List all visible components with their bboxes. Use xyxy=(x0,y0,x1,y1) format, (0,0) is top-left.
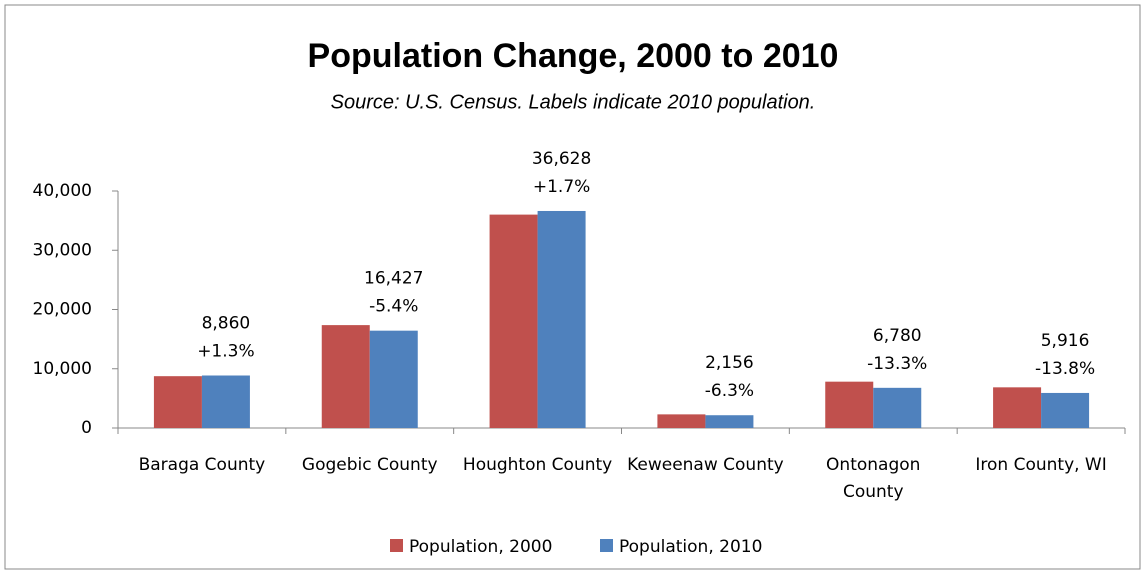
value-label: 6,780 xyxy=(873,326,922,346)
value-label: 36,628 xyxy=(532,149,591,169)
legend-label: Population, 2000 xyxy=(409,537,552,557)
x-tick-label: Keweenaw County xyxy=(627,455,784,475)
y-tick-label: 10,000 xyxy=(33,359,92,379)
x-tick-label: Gogebic County xyxy=(301,455,438,475)
x-tick-label: Baraga County xyxy=(138,455,266,475)
bar xyxy=(201,375,250,428)
y-tick-label: 40,000 xyxy=(33,181,92,201)
bar xyxy=(705,415,754,428)
bar xyxy=(369,330,418,428)
change-label: -13.3% xyxy=(867,354,927,374)
x-tick-label: Houghton County xyxy=(462,455,613,475)
y-tick-label: 0 xyxy=(81,418,92,438)
x-tick-label: Ontonagon County xyxy=(826,455,921,502)
bar xyxy=(537,210,586,428)
value-label: 8,860 xyxy=(202,314,251,334)
bar xyxy=(657,414,706,428)
bar xyxy=(321,325,370,428)
value-label: 16,427 xyxy=(364,269,423,289)
change-label: +1.7% xyxy=(533,177,590,197)
value-label: 5,916 xyxy=(1041,331,1090,351)
x-tick-label: Iron County, WI xyxy=(975,455,1107,475)
change-label: -5.4% xyxy=(369,297,418,317)
chart-subtitle: Source: U.S. Census. Labels indicate 201… xyxy=(331,91,816,113)
legend-swatch xyxy=(600,539,613,552)
y-tick-label: 30,000 xyxy=(33,240,92,260)
bar xyxy=(993,387,1042,428)
change-label: -13.8% xyxy=(1035,359,1095,379)
bar xyxy=(153,376,202,428)
bar xyxy=(489,214,538,428)
legend-label: Population, 2010 xyxy=(619,537,762,557)
bar xyxy=(825,381,874,428)
chart-title: Population Change, 2000 to 2010 xyxy=(308,37,839,75)
bar xyxy=(873,387,922,428)
change-label: -6.3% xyxy=(705,381,754,401)
bar xyxy=(1041,392,1090,428)
y-tick-label: 20,000 xyxy=(33,300,92,320)
change-label: +1.3% xyxy=(197,342,254,362)
legend-swatch xyxy=(390,539,403,552)
value-label: 2,156 xyxy=(705,353,754,373)
